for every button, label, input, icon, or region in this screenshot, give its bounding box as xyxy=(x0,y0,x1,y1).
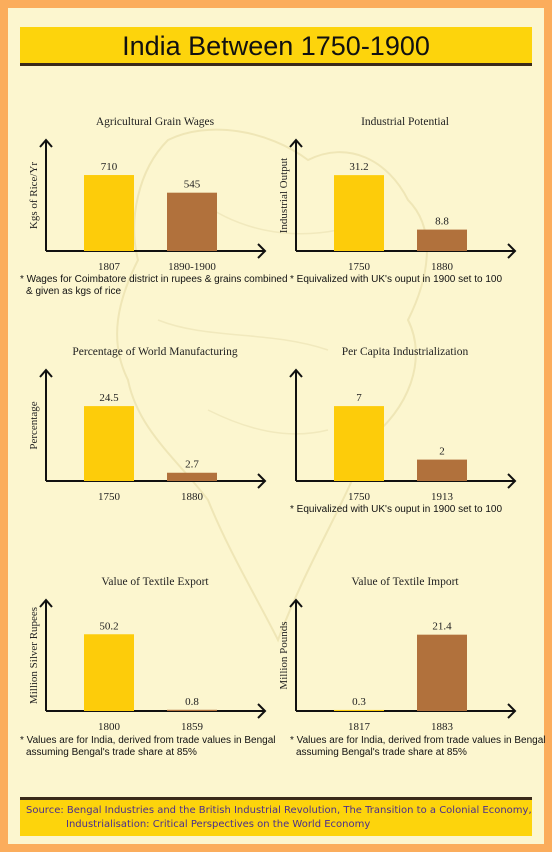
x-tick-label: 1750 xyxy=(348,261,371,273)
x-tick-label: 1883 xyxy=(431,721,454,733)
x-tick-label: 1817 xyxy=(348,721,371,733)
y-axis-arrow xyxy=(39,368,53,378)
chart-title: Value of Textile Export xyxy=(101,576,209,588)
page-title: India Between 1750-1900 xyxy=(122,31,430,61)
note-line: * Equivalized with UK's ouput in 1900 se… xyxy=(290,274,503,285)
chart-industrial-potential: Industrial Potential Industrial Output 31… xyxy=(275,110,535,310)
note-line: * Equivalized with UK's ouput in 1900 se… xyxy=(290,504,503,515)
chart-title: Value of Textile Import xyxy=(351,576,459,588)
bar xyxy=(334,709,384,711)
bar xyxy=(167,709,217,711)
x-tick-label: 1890-1900 xyxy=(168,261,216,273)
bar xyxy=(334,406,384,481)
data-label: 545 xyxy=(184,179,201,191)
chart-note: * Equivalized with UK's ouput in 1900 se… xyxy=(290,274,502,286)
chart-plot: Industrial Output 31.2 1750 8.8 1880 xyxy=(278,138,517,273)
chart-title: Per Capita Industrialization xyxy=(341,346,469,358)
note-line: & given as kgs of rice xyxy=(26,286,122,297)
bar xyxy=(334,175,384,251)
chart-per-capita-industrialization: Per Capita Industrialization 7 1750 2 1913 xyxy=(275,340,535,540)
note-line: * Values are for India, derived from tra… xyxy=(20,735,276,746)
note-line: * Wages for Coimbatore district in rupee… xyxy=(20,274,288,285)
bar xyxy=(167,472,217,481)
x-tick-label: 1880 xyxy=(431,261,454,273)
title-bar: India Between 1750-1900 xyxy=(20,27,532,66)
chart-plot: Million Silver Rupees 50.2 1800 0.8 1859 xyxy=(28,598,267,733)
data-label: 710 xyxy=(101,161,118,173)
y-axis-arrow xyxy=(289,368,303,378)
source-line-1: Source: Bengal Industries and the Britis… xyxy=(26,805,532,816)
source-bar: Source: Bengal Industries and the Britis… xyxy=(20,797,532,836)
chart-plot: Million Pounds 0.3 1817 21.4 1883 xyxy=(278,598,517,733)
x-tick-label: 1750 xyxy=(98,491,121,503)
y-axis-label: Kgs of Rice/Yr xyxy=(28,162,40,230)
x-tick-label: 1800 xyxy=(98,721,121,733)
bar xyxy=(167,192,217,251)
data-label: 7 xyxy=(356,392,362,404)
y-axis-label: Percentage xyxy=(28,401,40,449)
chart-note: * Equivalized with UK's ouput in 1900 se… xyxy=(290,504,502,516)
x-axis-arrow xyxy=(507,473,517,489)
bar xyxy=(84,175,134,251)
y-axis-label: Industrial Output xyxy=(278,158,290,233)
data-label: 0.3 xyxy=(352,696,366,708)
x-tick-label: 1750 xyxy=(348,491,371,503)
x-tick-label: 1859 xyxy=(181,721,204,733)
y-axis-label: Million Pounds xyxy=(278,621,290,689)
x-tick-label: 1880 xyxy=(181,491,204,503)
x-axis-arrow xyxy=(257,243,267,259)
data-label: 24.5 xyxy=(99,392,119,404)
bar xyxy=(417,229,467,251)
source-line-2: Industrialisation: Critical Perspectives… xyxy=(66,819,371,830)
chart-agricultural-grain-wages: Agricultural Grain Wages Kgs of Rice/Yr 7… xyxy=(25,110,285,310)
data-label: 31.2 xyxy=(349,161,368,173)
chart-plot: Kgs of Rice/Yr 710 1807 545 1890-1900 xyxy=(28,138,267,273)
y-axis-arrow xyxy=(289,138,303,148)
bar xyxy=(417,459,467,481)
data-label: 8.8 xyxy=(435,216,449,228)
note-line: * Values are for India, derived from tra… xyxy=(290,735,546,746)
x-axis-arrow xyxy=(257,473,267,489)
data-label: 2.7 xyxy=(185,459,199,471)
chart-note: * Wages for Coimbatore district in rupee… xyxy=(20,274,288,298)
chart-percentage-of-world-manufacturing: Percentage of World Manufacturing Percen… xyxy=(25,340,285,540)
y-axis-arrow xyxy=(39,598,53,608)
chart-plot: 7 1750 2 1913 xyxy=(289,368,517,503)
chart-note: * Values are for India, derived from tra… xyxy=(290,735,546,759)
chart-plot: Percentage 24.5 1750 2.7 1880 xyxy=(28,368,267,503)
data-label: 0.8 xyxy=(185,696,199,708)
note-line: assuming Bengal's trade share at 85% xyxy=(26,747,197,758)
chart-title: Percentage of World Manufacturing xyxy=(72,346,238,358)
chart-note: * Values are for India, derived from tra… xyxy=(20,735,276,759)
y-axis-arrow xyxy=(39,138,53,148)
x-tick-label: 1913 xyxy=(431,491,454,503)
data-label: 50.2 xyxy=(99,620,118,632)
chart-value-of-textile-import: Value of Textile Import Million Pounds 0.… xyxy=(275,570,535,770)
bar xyxy=(84,406,134,481)
data-label: 21.4 xyxy=(432,621,452,633)
x-axis-arrow xyxy=(507,243,517,259)
x-tick-label: 1807 xyxy=(98,261,121,273)
y-axis-label: Million Silver Rupees xyxy=(28,607,40,704)
chart-title: Agricultural Grain Wages xyxy=(95,116,215,128)
note-line: assuming Bengal's trade share at 85% xyxy=(296,747,467,758)
bar xyxy=(84,634,134,711)
chart-value-of-textile-export: Value of Textile Export Million Silver R… xyxy=(25,570,285,770)
chart-title: Industrial Potential xyxy=(361,116,449,128)
y-axis-arrow xyxy=(289,598,303,608)
x-axis-arrow xyxy=(507,703,517,719)
data-label: 2 xyxy=(439,446,445,458)
bar xyxy=(417,634,467,711)
x-axis-arrow xyxy=(257,703,267,719)
